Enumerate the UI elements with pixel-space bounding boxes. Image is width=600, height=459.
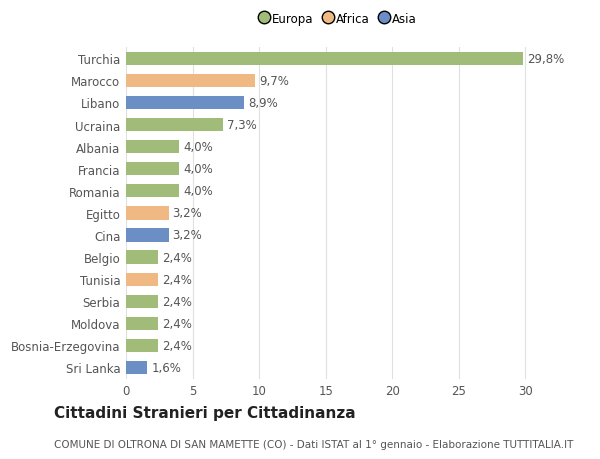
- Bar: [126, 141, 179, 154]
- Text: COMUNE DI OLTRONA DI SAN MAMETTE (CO) - Dati ISTAT al 1° gennaio - Elaborazione : COMUNE DI OLTRONA DI SAN MAMETTE (CO) - …: [54, 439, 574, 449]
- Bar: [126, 361, 148, 374]
- Bar: [126, 97, 244, 110]
- Bar: [126, 295, 158, 308]
- Text: 29,8%: 29,8%: [527, 53, 564, 66]
- Text: 2,4%: 2,4%: [162, 251, 192, 264]
- Text: 4,0%: 4,0%: [183, 185, 213, 198]
- Text: 3,2%: 3,2%: [173, 207, 202, 220]
- Bar: [126, 317, 158, 330]
- Bar: [126, 119, 223, 132]
- Text: 1,6%: 1,6%: [151, 361, 181, 374]
- Text: 9,7%: 9,7%: [259, 75, 289, 88]
- Text: 2,4%: 2,4%: [162, 295, 192, 308]
- Bar: [126, 229, 169, 242]
- Text: 2,4%: 2,4%: [162, 273, 192, 286]
- Text: 4,0%: 4,0%: [183, 141, 213, 154]
- Text: 7,3%: 7,3%: [227, 119, 257, 132]
- Text: 3,2%: 3,2%: [173, 229, 202, 242]
- Bar: [126, 185, 179, 198]
- Text: 2,4%: 2,4%: [162, 339, 192, 352]
- Bar: [126, 251, 158, 264]
- Bar: [126, 339, 158, 352]
- Bar: [126, 273, 158, 286]
- Bar: [126, 53, 523, 66]
- Legend: Europa, Africa, Asia: Europa, Africa, Asia: [257, 8, 421, 30]
- Bar: [126, 75, 255, 88]
- Text: 8,9%: 8,9%: [248, 97, 278, 110]
- Text: 2,4%: 2,4%: [162, 317, 192, 330]
- Bar: [126, 207, 169, 220]
- Text: 4,0%: 4,0%: [183, 163, 213, 176]
- Bar: [126, 163, 179, 176]
- Text: Cittadini Stranieri per Cittadinanza: Cittadini Stranieri per Cittadinanza: [54, 405, 356, 420]
